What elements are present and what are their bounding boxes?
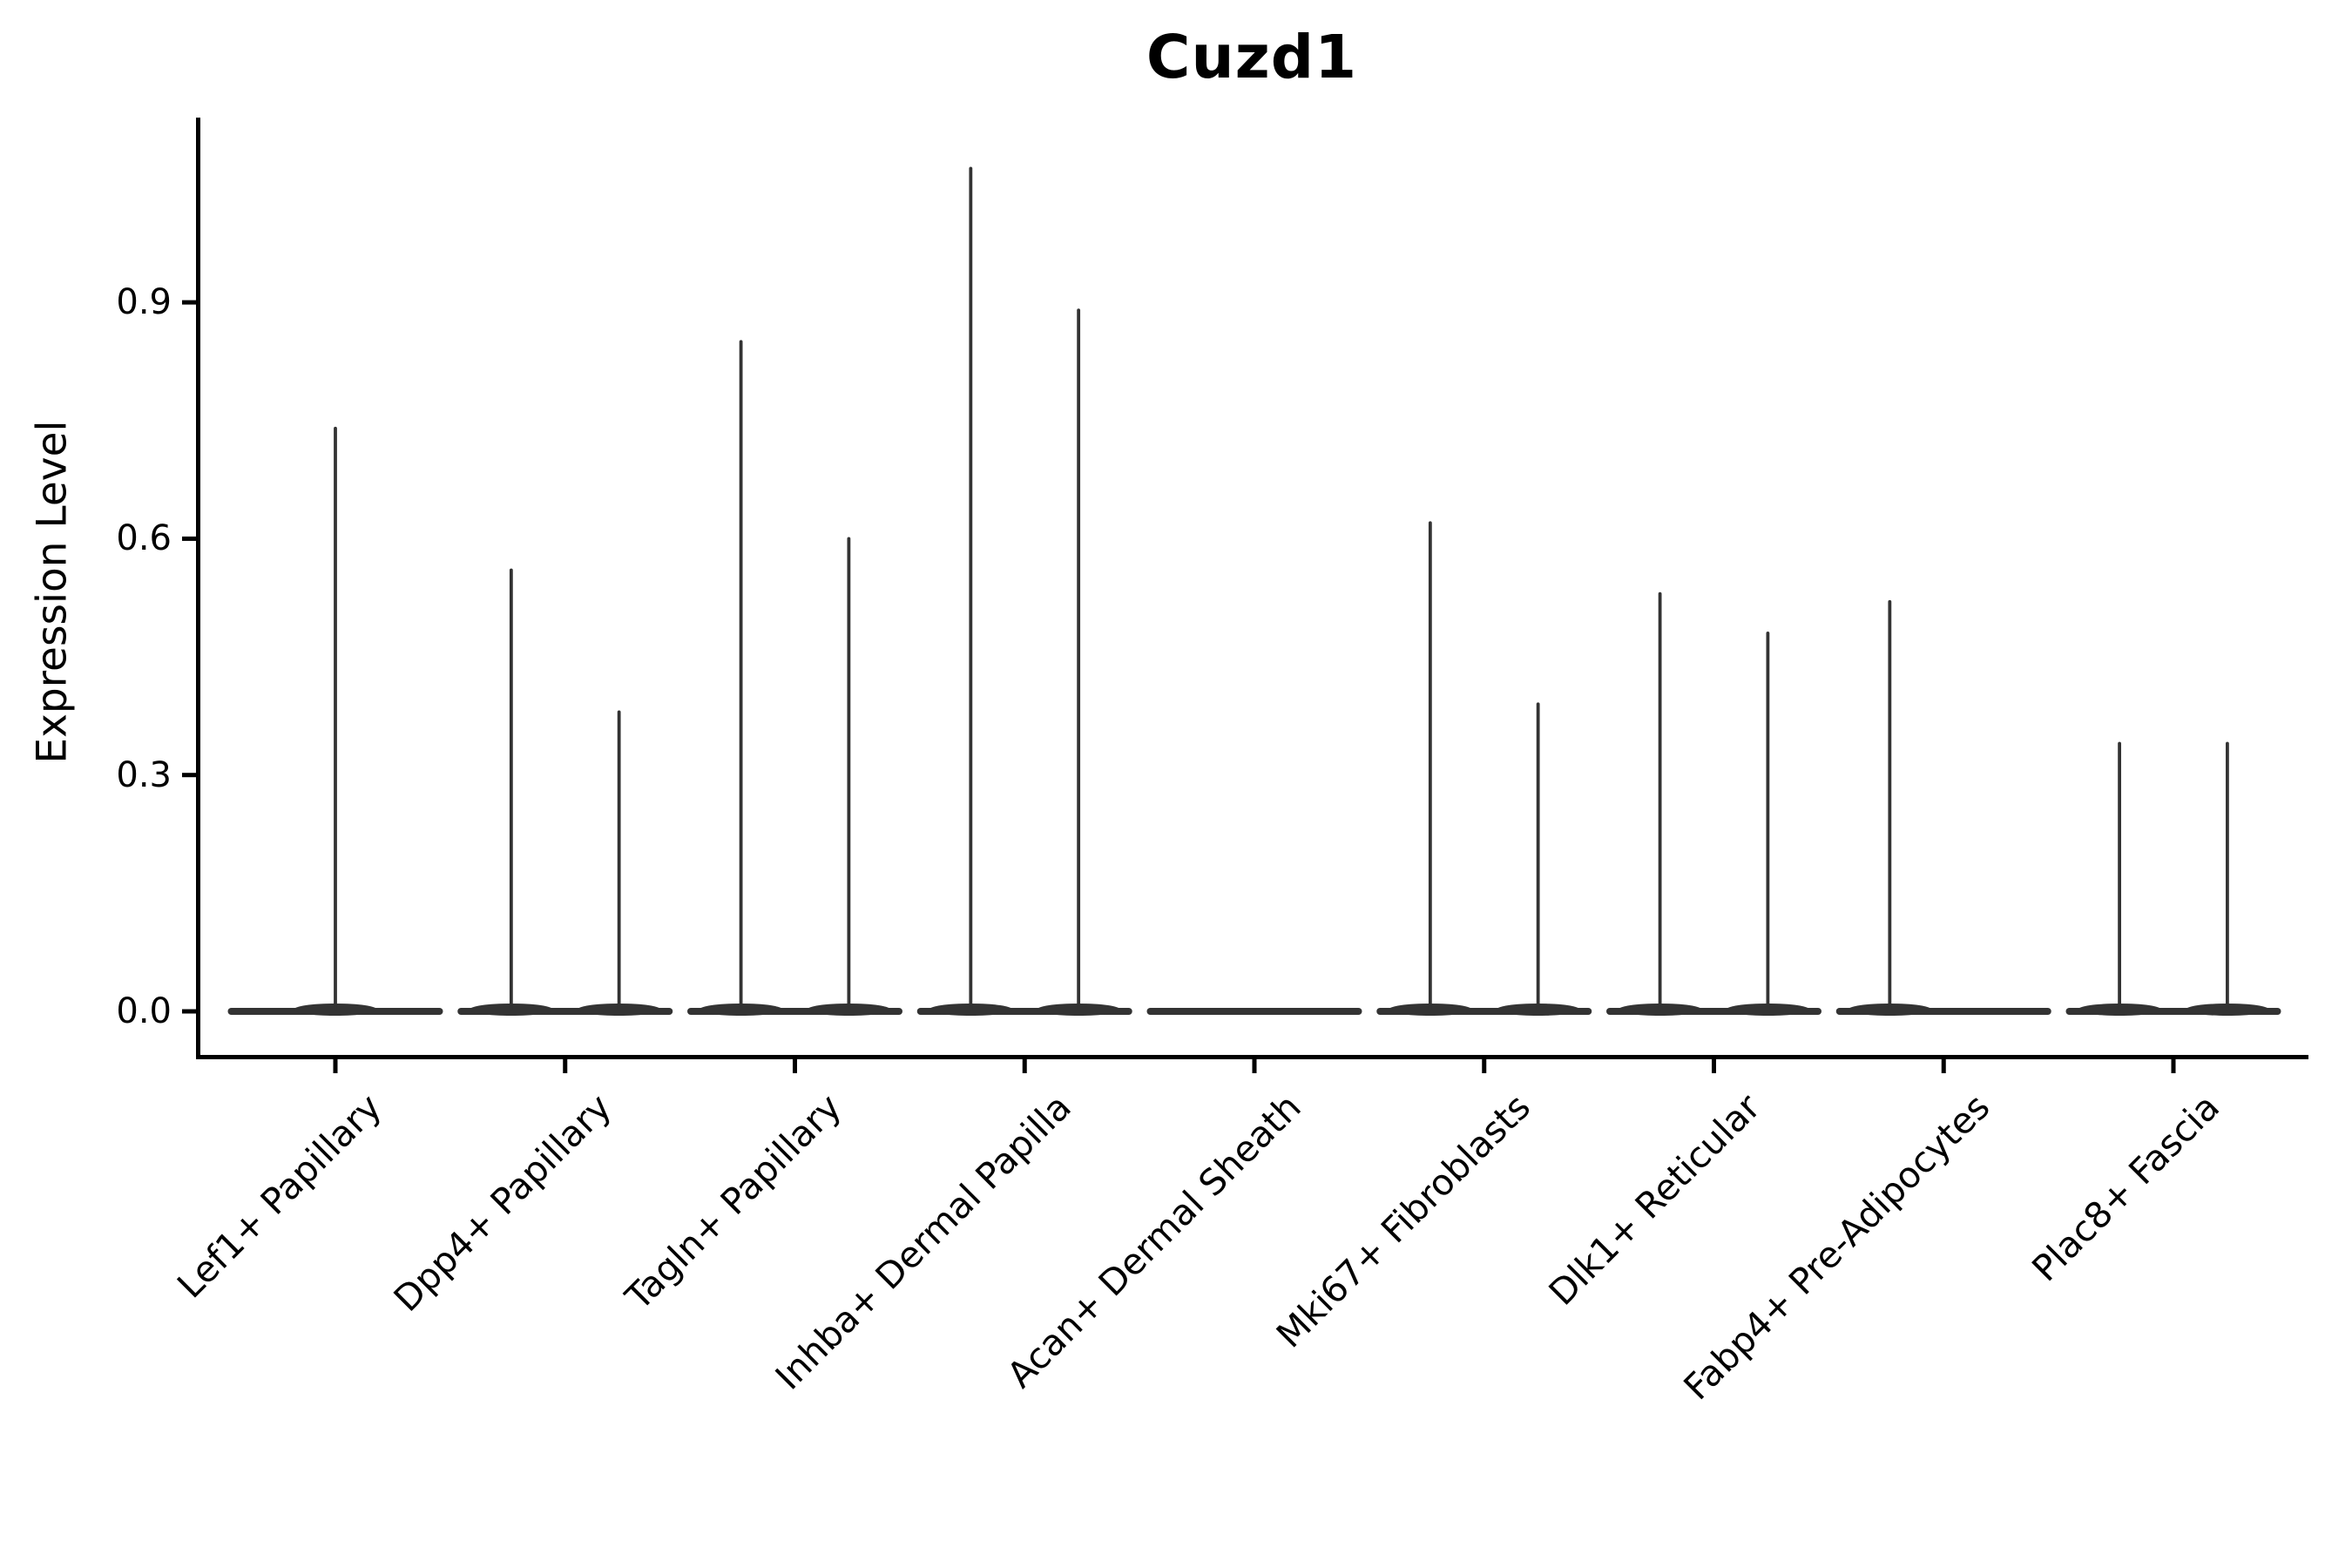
x-axis-spine: [196, 1055, 2308, 1059]
y-axis-label: Expression Level: [28, 420, 77, 764]
y-tick-mark: [182, 773, 196, 778]
x-tick-mark: [1482, 1059, 1487, 1073]
y-tick-label: 0.6: [116, 518, 172, 559]
y-tick-label: 0.3: [116, 754, 172, 795]
x-tick-mark: [333, 1059, 338, 1073]
x-tick-mark: [1712, 1059, 1716, 1073]
violin-baseline: [1146, 1008, 1362, 1015]
x-tick-mark: [1022, 1059, 1027, 1073]
y-tick-mark: [182, 536, 196, 541]
y-tick-mark: [182, 1009, 196, 1014]
chart-title: Cuzd1: [1146, 23, 1358, 92]
x-tick-mark: [2171, 1059, 2176, 1073]
x-tick-mark: [1252, 1059, 1257, 1073]
y-tick-label: 0.9: [116, 282, 172, 323]
y-tick-label: 0.0: [116, 991, 172, 1031]
x-tick-mark: [793, 1059, 797, 1073]
y-tick-mark: [182, 300, 196, 305]
x-tick-mark: [1941, 1059, 1946, 1073]
x-tick-mark: [563, 1059, 568, 1073]
y-axis-spine: [196, 118, 200, 1059]
